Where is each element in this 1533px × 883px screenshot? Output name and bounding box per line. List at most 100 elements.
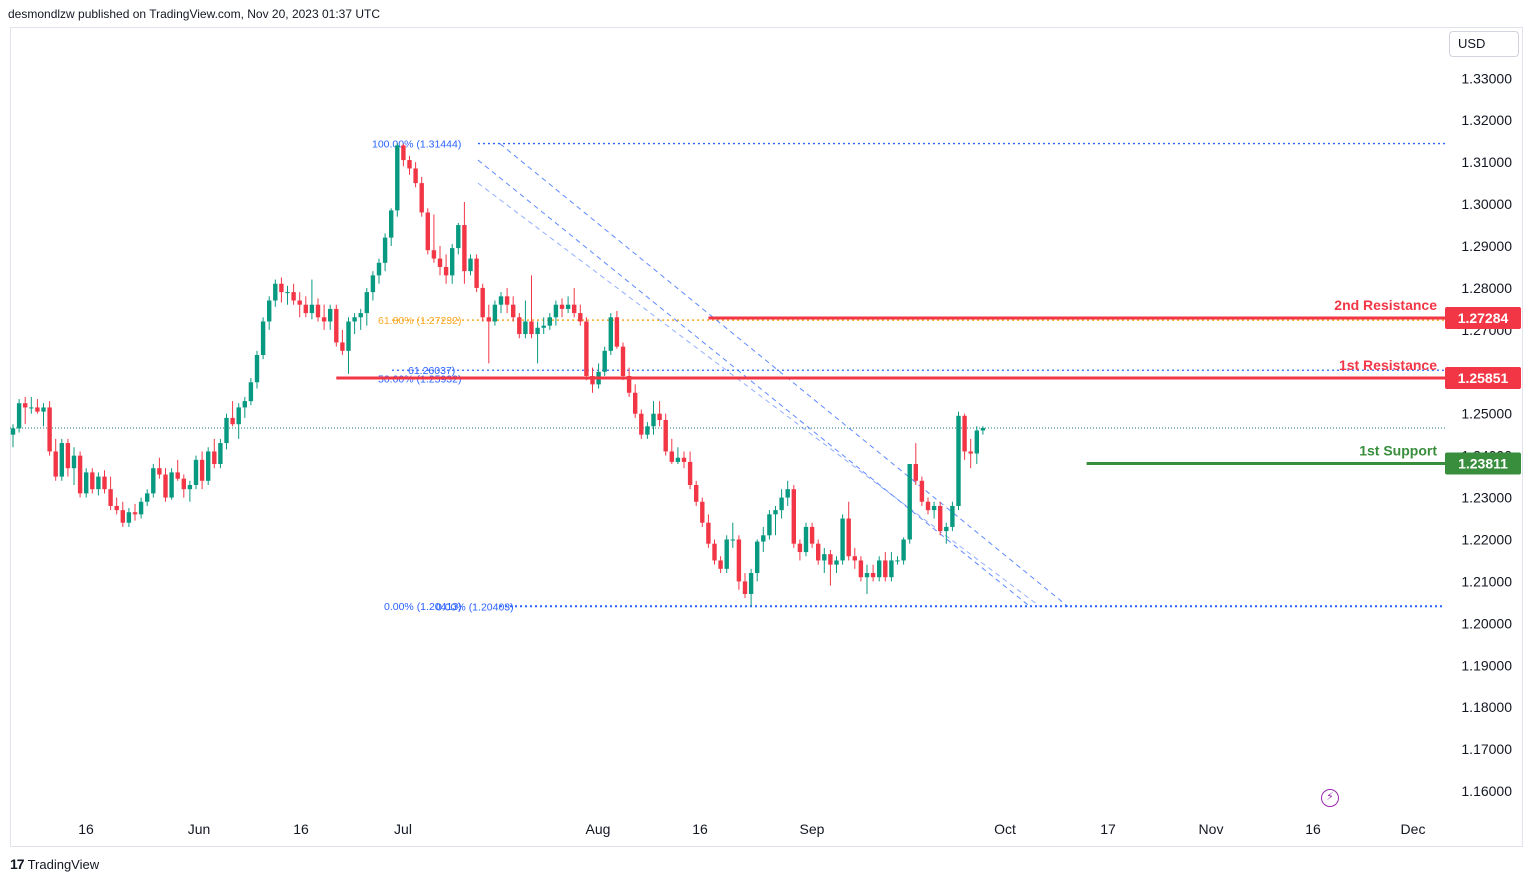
fibonacci-retracement: 100.00% (1.31444) 61.80% (1.27232) 61.2603… xyxy=(372,139,1445,613)
candle-body xyxy=(370,275,376,293)
x-tick-label: Dec xyxy=(1401,821,1426,837)
candle-body xyxy=(468,258,473,272)
fib-level-label: 0.00% (1.20413) xyxy=(384,601,462,613)
candle-body xyxy=(706,522,711,544)
candle-body xyxy=(145,493,150,502)
candle-body xyxy=(309,304,315,314)
candle-body xyxy=(504,296,510,305)
tradingview-wordmark: TradingView xyxy=(27,856,100,872)
candle-body xyxy=(584,321,589,376)
candle-body xyxy=(938,505,943,532)
candle-body xyxy=(108,489,113,506)
y-tick-label: 1.31000 xyxy=(1461,154,1512,170)
candle-body xyxy=(791,489,796,544)
candle-body xyxy=(517,317,522,335)
candle-body xyxy=(779,497,784,511)
y-tick-label: 1.30000 xyxy=(1461,196,1512,212)
candle-body xyxy=(669,451,674,462)
candle-body xyxy=(767,514,772,536)
y-tick-label: 1.25000 xyxy=(1461,406,1512,422)
chart-frame[interactable] xyxy=(10,27,1523,847)
candle-body xyxy=(889,560,894,578)
candle-body xyxy=(486,317,491,322)
currency-selector[interactable]: USD xyxy=(1449,31,1519,57)
candle-body xyxy=(297,300,302,305)
y-tick-label: 1.23000 xyxy=(1461,490,1512,506)
candle-body xyxy=(340,342,345,351)
y-tick-label: 1.17000 xyxy=(1461,741,1512,757)
candle-body xyxy=(169,472,174,498)
candle-body xyxy=(626,375,632,393)
x-tick-label: 17 xyxy=(1100,821,1116,837)
candle-body xyxy=(443,266,449,276)
candle-body xyxy=(919,480,925,502)
y-tick-label: 1.16000 xyxy=(1461,783,1512,799)
candle-body xyxy=(535,327,540,335)
candle-body xyxy=(224,417,229,444)
candle-body xyxy=(291,292,296,301)
candle-body xyxy=(602,350,607,372)
y-tick-label: 1.18000 xyxy=(1461,699,1512,715)
candle-body xyxy=(53,451,58,477)
candle-body xyxy=(962,415,967,452)
candle-body xyxy=(413,168,418,184)
candle-body xyxy=(321,317,327,322)
flash-icon[interactable]: ⚡ xyxy=(1321,789,1339,807)
candle-body xyxy=(254,355,260,383)
candle-body xyxy=(382,237,388,263)
candle-body xyxy=(980,427,986,431)
candle-body xyxy=(657,413,662,420)
candle-body xyxy=(175,472,180,479)
published-caption: desmondlzw published on TradingView.com,… xyxy=(8,7,380,21)
candle-body xyxy=(773,510,778,515)
level-name: 1st Resistance xyxy=(1339,357,1437,373)
tradingview-logo: 17 TradingView xyxy=(10,856,99,872)
candle-body xyxy=(931,505,937,511)
fib-level-label: 61.80% (1.27232) xyxy=(378,315,461,327)
level-price-label: 1.25851 xyxy=(1458,370,1509,386)
candle-body xyxy=(29,407,34,409)
candle-body xyxy=(474,258,479,288)
candle-body xyxy=(870,573,876,578)
candle-body xyxy=(901,539,906,561)
y-tick-label: 1.32000 xyxy=(1461,112,1512,128)
candle-body xyxy=(730,539,735,541)
candle-body xyxy=(425,212,430,251)
candle-body xyxy=(785,489,790,498)
candle-body xyxy=(809,526,815,544)
candle-body xyxy=(950,505,955,527)
candle-body xyxy=(358,313,363,318)
fib-level-label: 61.26037) xyxy=(408,365,455,377)
candle-body xyxy=(77,455,83,494)
x-tick-label: 16 xyxy=(293,821,309,837)
candle-body xyxy=(236,407,241,425)
candle-body xyxy=(639,413,644,435)
candle-body xyxy=(687,461,693,485)
candle-body xyxy=(352,317,357,322)
candle-body xyxy=(401,145,406,161)
candle-body xyxy=(71,455,77,469)
x-tick-label: Jun xyxy=(188,821,211,837)
candle-body xyxy=(614,317,620,347)
candle-body xyxy=(279,283,284,293)
candle-body xyxy=(968,451,973,454)
candle-body xyxy=(23,403,28,408)
candle-body xyxy=(633,392,638,414)
candle-body xyxy=(651,413,656,427)
candle-body xyxy=(907,464,912,540)
candle-body xyxy=(334,308,339,343)
candle-body xyxy=(553,304,559,318)
fib-level-label: 0.00% (1.20403) xyxy=(436,601,514,613)
candle-body xyxy=(364,292,369,314)
candle-body xyxy=(120,510,125,523)
candle-body xyxy=(883,560,888,578)
candle-body xyxy=(328,308,333,322)
candle-body xyxy=(748,573,754,594)
level-price-label: 1.23811 xyxy=(1458,456,1508,472)
candle-body xyxy=(572,304,577,314)
candle-body xyxy=(285,292,290,294)
candle-body xyxy=(84,472,89,494)
x-tick-label: Oct xyxy=(994,821,1016,837)
candle-body xyxy=(151,468,156,494)
